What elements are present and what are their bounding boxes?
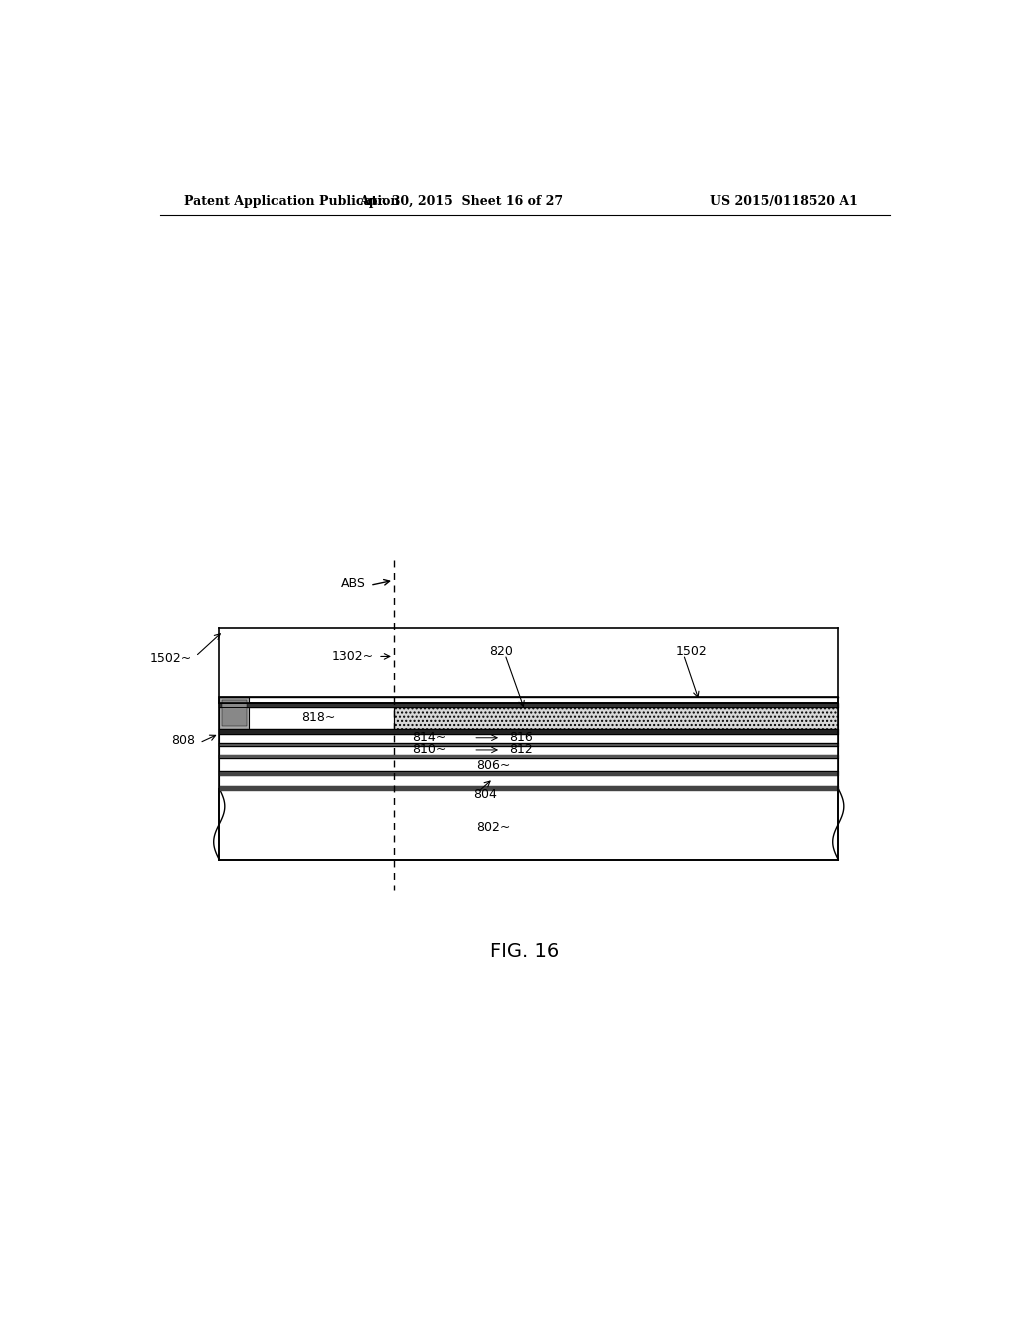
Bar: [219, 697, 250, 729]
Text: 1502: 1502: [676, 645, 708, 657]
Text: 814~: 814~: [413, 731, 446, 744]
Bar: [219, 734, 839, 743]
Text: Apr. 30, 2015  Sheet 16 of 27: Apr. 30, 2015 Sheet 16 of 27: [359, 194, 563, 207]
Text: 802~: 802~: [476, 821, 510, 834]
Bar: [219, 743, 839, 746]
Bar: [221, 700, 247, 726]
Bar: [219, 729, 839, 734]
Bar: [219, 755, 839, 758]
Bar: [219, 788, 839, 859]
Bar: [394, 708, 839, 729]
Text: 810~: 810~: [413, 743, 446, 756]
Text: 818~: 818~: [301, 711, 336, 723]
Text: 806~: 806~: [476, 759, 510, 772]
Text: 808: 808: [171, 734, 196, 747]
Bar: [219, 758, 839, 771]
Bar: [219, 771, 839, 775]
Text: 820: 820: [489, 645, 513, 657]
Text: Patent Application Publication: Patent Application Publication: [183, 194, 399, 207]
Text: 804: 804: [473, 788, 497, 801]
Bar: [219, 708, 394, 729]
Text: FIG. 16: FIG. 16: [490, 941, 559, 961]
Text: 812: 812: [509, 743, 532, 756]
Bar: [219, 775, 839, 785]
Text: US 2015/0118520 A1: US 2015/0118520 A1: [711, 194, 858, 207]
Bar: [219, 746, 839, 755]
Text: 1502~: 1502~: [150, 652, 191, 665]
Text: 816: 816: [509, 731, 532, 744]
Bar: [219, 697, 839, 704]
Text: 1302~: 1302~: [332, 649, 374, 663]
Text: ABS: ABS: [341, 577, 367, 590]
Bar: [219, 785, 839, 789]
